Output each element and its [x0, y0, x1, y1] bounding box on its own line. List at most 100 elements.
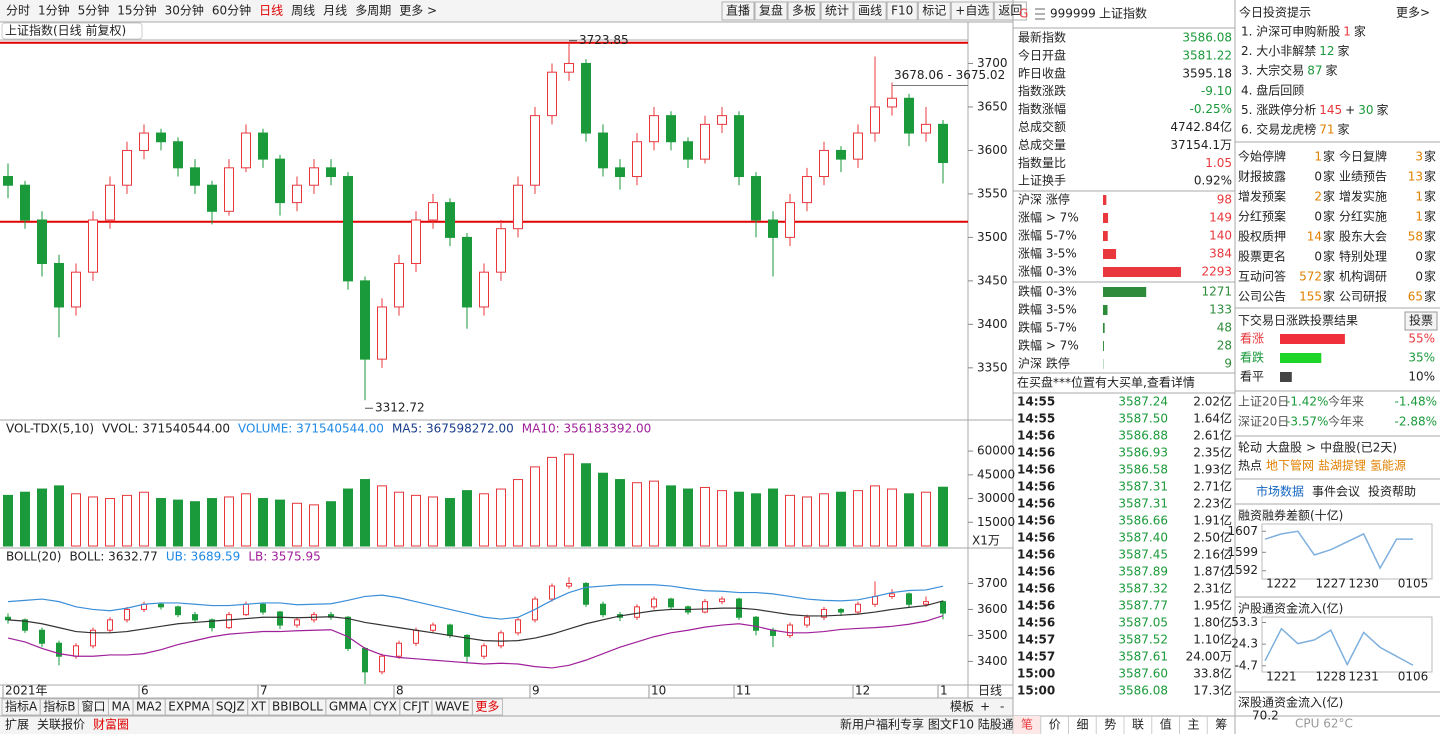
tip-item[interactable]: 5. 涨跌停分析 [1241, 102, 1316, 117]
toolbar-button[interactable]: 直播 [726, 4, 750, 18]
event-label[interactable]: 股权质押 [1238, 230, 1286, 244]
volume-bar [616, 480, 625, 546]
detail-tab[interactable]: 细 [1076, 718, 1088, 732]
indicator-tab[interactable]: CFJT [403, 700, 430, 714]
dist-label: 跌幅 5-7% [1018, 320, 1077, 335]
indicator-tab[interactable]: 窗口 [81, 700, 105, 714]
tip-item[interactable]: + [1345, 103, 1355, 117]
tip-item[interactable]: 71 [1319, 123, 1334, 137]
template-button[interactable]: + [980, 700, 990, 714]
tip-item[interactable]: 4. 盘后回顾 [1241, 82, 1304, 97]
period-tab[interactable]: 分时 [6, 4, 30, 18]
tip-item[interactable]: 家 [1326, 63, 1338, 78]
period-tab[interactable]: 15分钟 [117, 3, 156, 18]
tip-item[interactable]: 12 [1319, 44, 1334, 58]
big-order-notice[interactable]: 在买盘***位置有大买单,查看详情 [1017, 375, 1195, 390]
event-label[interactable]: 机构调研 [1339, 269, 1387, 284]
event-label[interactable]: 公司研报 [1339, 289, 1387, 304]
indicator-tab[interactable]: XT [251, 700, 267, 714]
x-tick-label: 11 [736, 684, 751, 698]
vote-button[interactable]: 投票 [1409, 313, 1433, 328]
event-label[interactable]: 今始停牌 [1238, 149, 1286, 164]
quote-label: 今日开盘 [1018, 47, 1066, 62]
tip-item[interactable]: 145 [1319, 103, 1342, 117]
tip-item[interactable]: 1 [1343, 25, 1351, 39]
period-tab[interactable]: 5分钟 [78, 3, 110, 18]
detail-tab[interactable]: 值 [1160, 717, 1172, 732]
event-label[interactable]: 增发预案 [1238, 189, 1286, 204]
indicator-tab[interactable]: 更多 [475, 700, 499, 714]
extension-tab[interactable]: 关联报价 [37, 717, 85, 732]
indicator-tab[interactable]: SQJZ [216, 700, 245, 714]
tip-item[interactable]: 30 [1358, 103, 1373, 117]
rotation-item: 轮动 [1238, 441, 1262, 455]
side-chart-title: 融资融券差额(十亿) [1238, 508, 1343, 523]
tip-item[interactable]: 家 [1377, 102, 1389, 117]
tip-item[interactable]: 家 [1354, 24, 1366, 39]
toolbar-button[interactable]: +自选 [955, 4, 989, 18]
more-link[interactable]: 更多> [1396, 6, 1430, 20]
indicator-tab[interactable]: EXPMA [168, 700, 210, 714]
period-tab[interactable]: 更多 > [399, 4, 437, 18]
event-label[interactable]: 股东大会 [1339, 230, 1387, 244]
hot-topic[interactable]: 氢能源 [1370, 458, 1406, 473]
info-tab[interactable]: 投资帮助 [1368, 484, 1416, 499]
indicator-tab[interactable]: 指标B [43, 699, 75, 714]
period-tab[interactable]: 1分钟 [38, 3, 70, 18]
period-tab[interactable]: 30分钟 [165, 3, 204, 18]
event-label[interactable]: 特别处理 [1339, 249, 1387, 264]
detail-tab[interactable]: 联 [1132, 718, 1144, 732]
event-label[interactable]: 今日复牌 [1339, 149, 1387, 164]
extension-tab[interactable]: 财富圈 [93, 717, 129, 732]
promo-link[interactable]: 新用户福利专享 图文F10 陆股通 [840, 717, 1014, 732]
extension-tab[interactable]: 扩展 [5, 718, 29, 732]
tip-item[interactable]: 家 [1338, 43, 1350, 58]
detail-tab[interactable]: 笔 [1021, 717, 1033, 732]
toolbar-button[interactable]: 画线 [858, 4, 882, 18]
indicator-tab[interactable]: BBIBOLL [272, 700, 323, 714]
event-label[interactable]: 财报披露 [1238, 169, 1286, 184]
event-label[interactable]: 增发实施 [1339, 189, 1387, 204]
tip-item[interactable]: 3. 大宗交易 [1241, 63, 1304, 78]
period-tab[interactable]: 周线 [291, 4, 315, 18]
info-tab[interactable]: 市场数据 [1256, 484, 1304, 499]
toolbar-button[interactable]: 多板 [792, 4, 816, 18]
period-tab[interactable]: 月线 [323, 4, 347, 18]
tip-item[interactable]: 87 [1307, 64, 1322, 78]
detail-tab[interactable]: 主 [1187, 718, 1199, 732]
indicator-tab[interactable]: MA [111, 700, 130, 714]
period-tab[interactable]: 60分钟 [212, 3, 251, 18]
detail-tab[interactable]: 势 [1104, 718, 1116, 732]
event-count: 1 [1415, 190, 1423, 204]
quote-value: -0.25% [1190, 102, 1232, 116]
hot-topic[interactable]: 热点 [1238, 459, 1262, 473]
period-tab[interactable]: 日线 [259, 4, 283, 18]
detail-tab[interactable]: 价 [1049, 718, 1061, 732]
detail-tab[interactable]: 筹 [1215, 718, 1227, 732]
event-label[interactable]: 分红实施 [1339, 209, 1387, 224]
tip-item[interactable]: 1. 沪深可申购新股 [1241, 24, 1340, 39]
event-label[interactable]: 股票更名 [1238, 249, 1286, 264]
info-tab[interactable]: 事件会议 [1312, 485, 1360, 499]
indicator-tab[interactable]: GMMA [329, 700, 368, 714]
toolbar-button[interactable]: 标记 [922, 4, 946, 18]
indicator-tab[interactable]: MA2 [136, 700, 162, 714]
event-label[interactable]: 公司公告 [1238, 290, 1286, 304]
hot-topic[interactable]: 地下管网 [1266, 458, 1314, 473]
template-button[interactable]: 模板 [950, 700, 974, 714]
template-button[interactable]: - [1000, 700, 1004, 714]
indicator-tab[interactable]: WAVE [435, 700, 469, 714]
tip-item[interactable]: 6. 交易龙虎榜 [1241, 122, 1316, 137]
tip-item[interactable]: 2. 大小非解禁 [1241, 44, 1316, 58]
tip-item[interactable]: 家 [1338, 122, 1350, 137]
indicator-tab[interactable]: 指标A [5, 699, 38, 714]
event-label[interactable]: 互动问答 [1238, 269, 1286, 284]
event-label[interactable]: 分红预案 [1238, 209, 1286, 224]
hot-topic[interactable]: 盐湖提锂 [1318, 458, 1366, 473]
toolbar-button[interactable]: 统计 [825, 4, 849, 18]
indicator-tab[interactable]: CYX [373, 700, 397, 714]
toolbar-button[interactable]: F10 [891, 4, 913, 18]
event-label[interactable]: 业绩预告 [1339, 170, 1387, 184]
toolbar-button[interactable]: 复盘 [759, 3, 783, 18]
period-tab[interactable]: 多周期 [355, 4, 391, 18]
